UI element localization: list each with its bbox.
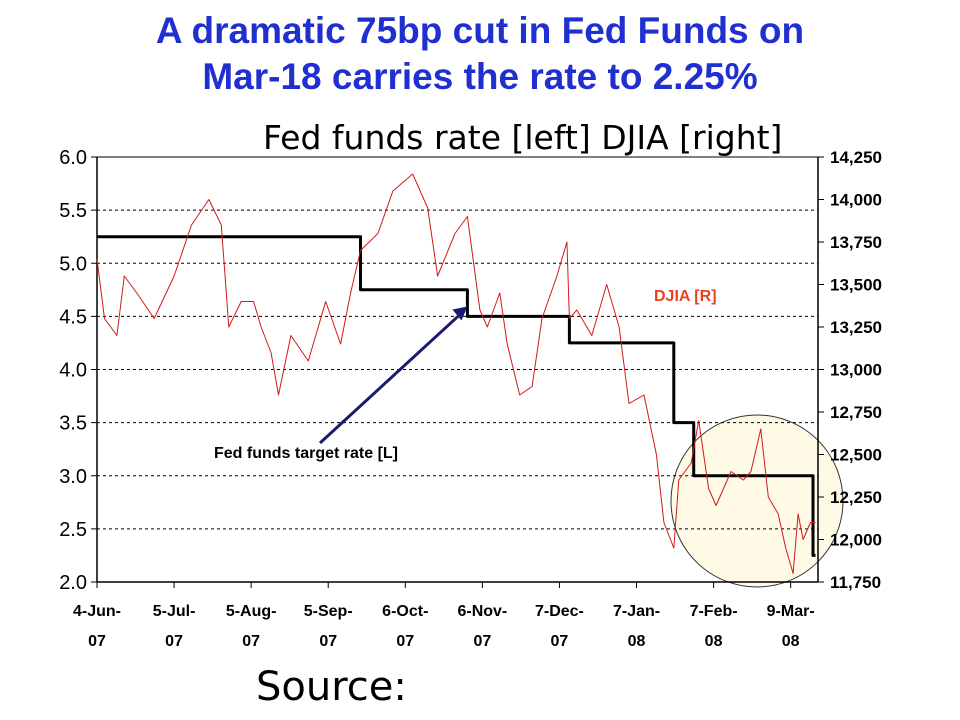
title-line-1: A dramatic 75bp cut in Fed Funds on <box>155 10 805 51</box>
x-tick-label-bottom: 07 <box>473 633 491 650</box>
y-right-tick-label: 12,750 <box>830 403 882 422</box>
x-tick-label-bottom: 07 <box>396 633 414 650</box>
x-tick-label-top: 5-Sep- <box>304 603 353 620</box>
y-left-tick-label: 5.0 <box>59 253 87 275</box>
x-tick-label-bottom: 08 <box>628 633 646 650</box>
x-tick-label-bottom: 07 <box>165 633 183 650</box>
y-right-tick-label: 13,750 <box>830 233 882 252</box>
chart-subtitle: Fed funds rate [left] DJIA [right] <box>263 118 783 157</box>
x-tick-label-top: 4-Jun- <box>73 603 121 620</box>
y-left-tick-label: 5.5 <box>59 200 87 222</box>
y-left-tick-label: 4.5 <box>59 306 87 328</box>
y-left-tick-label: 2.0 <box>59 572 87 594</box>
title-line-2: Mar-18 carries the rate to 2.25% <box>202 56 758 97</box>
y-right-tick-label: 14,000 <box>830 191 882 210</box>
x-tick-label-bottom: 08 <box>782 633 800 650</box>
annotation-arrow-head <box>452 306 468 321</box>
y-left-tick-label: 3.0 <box>59 466 87 488</box>
y-left-tick-label: 2.5 <box>59 519 87 541</box>
annotation-arrow-shaft <box>318 309 466 445</box>
y-right-tick-label: 12,000 <box>830 531 882 550</box>
y-left-tick-label: 6.0 <box>59 147 87 169</box>
x-tick-label-top: 7-Dec- <box>535 603 584 620</box>
y-right-tick-label: 12,250 <box>830 488 882 507</box>
x-tick-label-top: 5-Jul- <box>153 603 196 620</box>
x-tick-label-top: 6-Oct- <box>382 603 428 620</box>
x-tick-label-top: 7-Jan- <box>613 603 660 620</box>
djia-series-line <box>96 173 816 574</box>
x-tick-label-bottom: 07 <box>319 633 337 650</box>
y-left-tick-label: 4.0 <box>59 360 87 382</box>
x-tick-label-bottom: 07 <box>242 633 260 650</box>
chart-title: A dramatic 75bp cut in Fed Funds on Mar-… <box>0 8 960 100</box>
x-tick-label-top: 6-Nov- <box>457 603 507 620</box>
y-right-tick-label: 13,000 <box>830 361 882 380</box>
y-right-tick-label: 13,500 <box>830 276 882 295</box>
y-right-tick-label: 14,250 <box>830 148 882 167</box>
y-right-tick-label: 12,500 <box>830 446 882 465</box>
y-left-tick-label: 3.5 <box>59 413 87 435</box>
x-tick-label-top: 5-Aug- <box>226 603 277 620</box>
x-tick-label-bottom: 07 <box>551 633 569 650</box>
source-label: Source: <box>256 664 407 710</box>
highlight-circle <box>670 414 844 588</box>
djia-label: DJIA [R] <box>654 288 717 305</box>
x-tick-label-top: 9-Mar- <box>767 603 815 620</box>
x-tick-label-bottom: 07 <box>88 633 106 650</box>
y-right-tick-label: 13,250 <box>830 318 882 337</box>
x-tick-label-bottom: 08 <box>705 633 723 650</box>
x-tick-label-top: 7-Feb- <box>690 603 738 620</box>
y-right-tick-label: 11,750 <box>830 573 881 592</box>
fed-funds-label: Fed funds target rate [L] <box>214 445 398 462</box>
